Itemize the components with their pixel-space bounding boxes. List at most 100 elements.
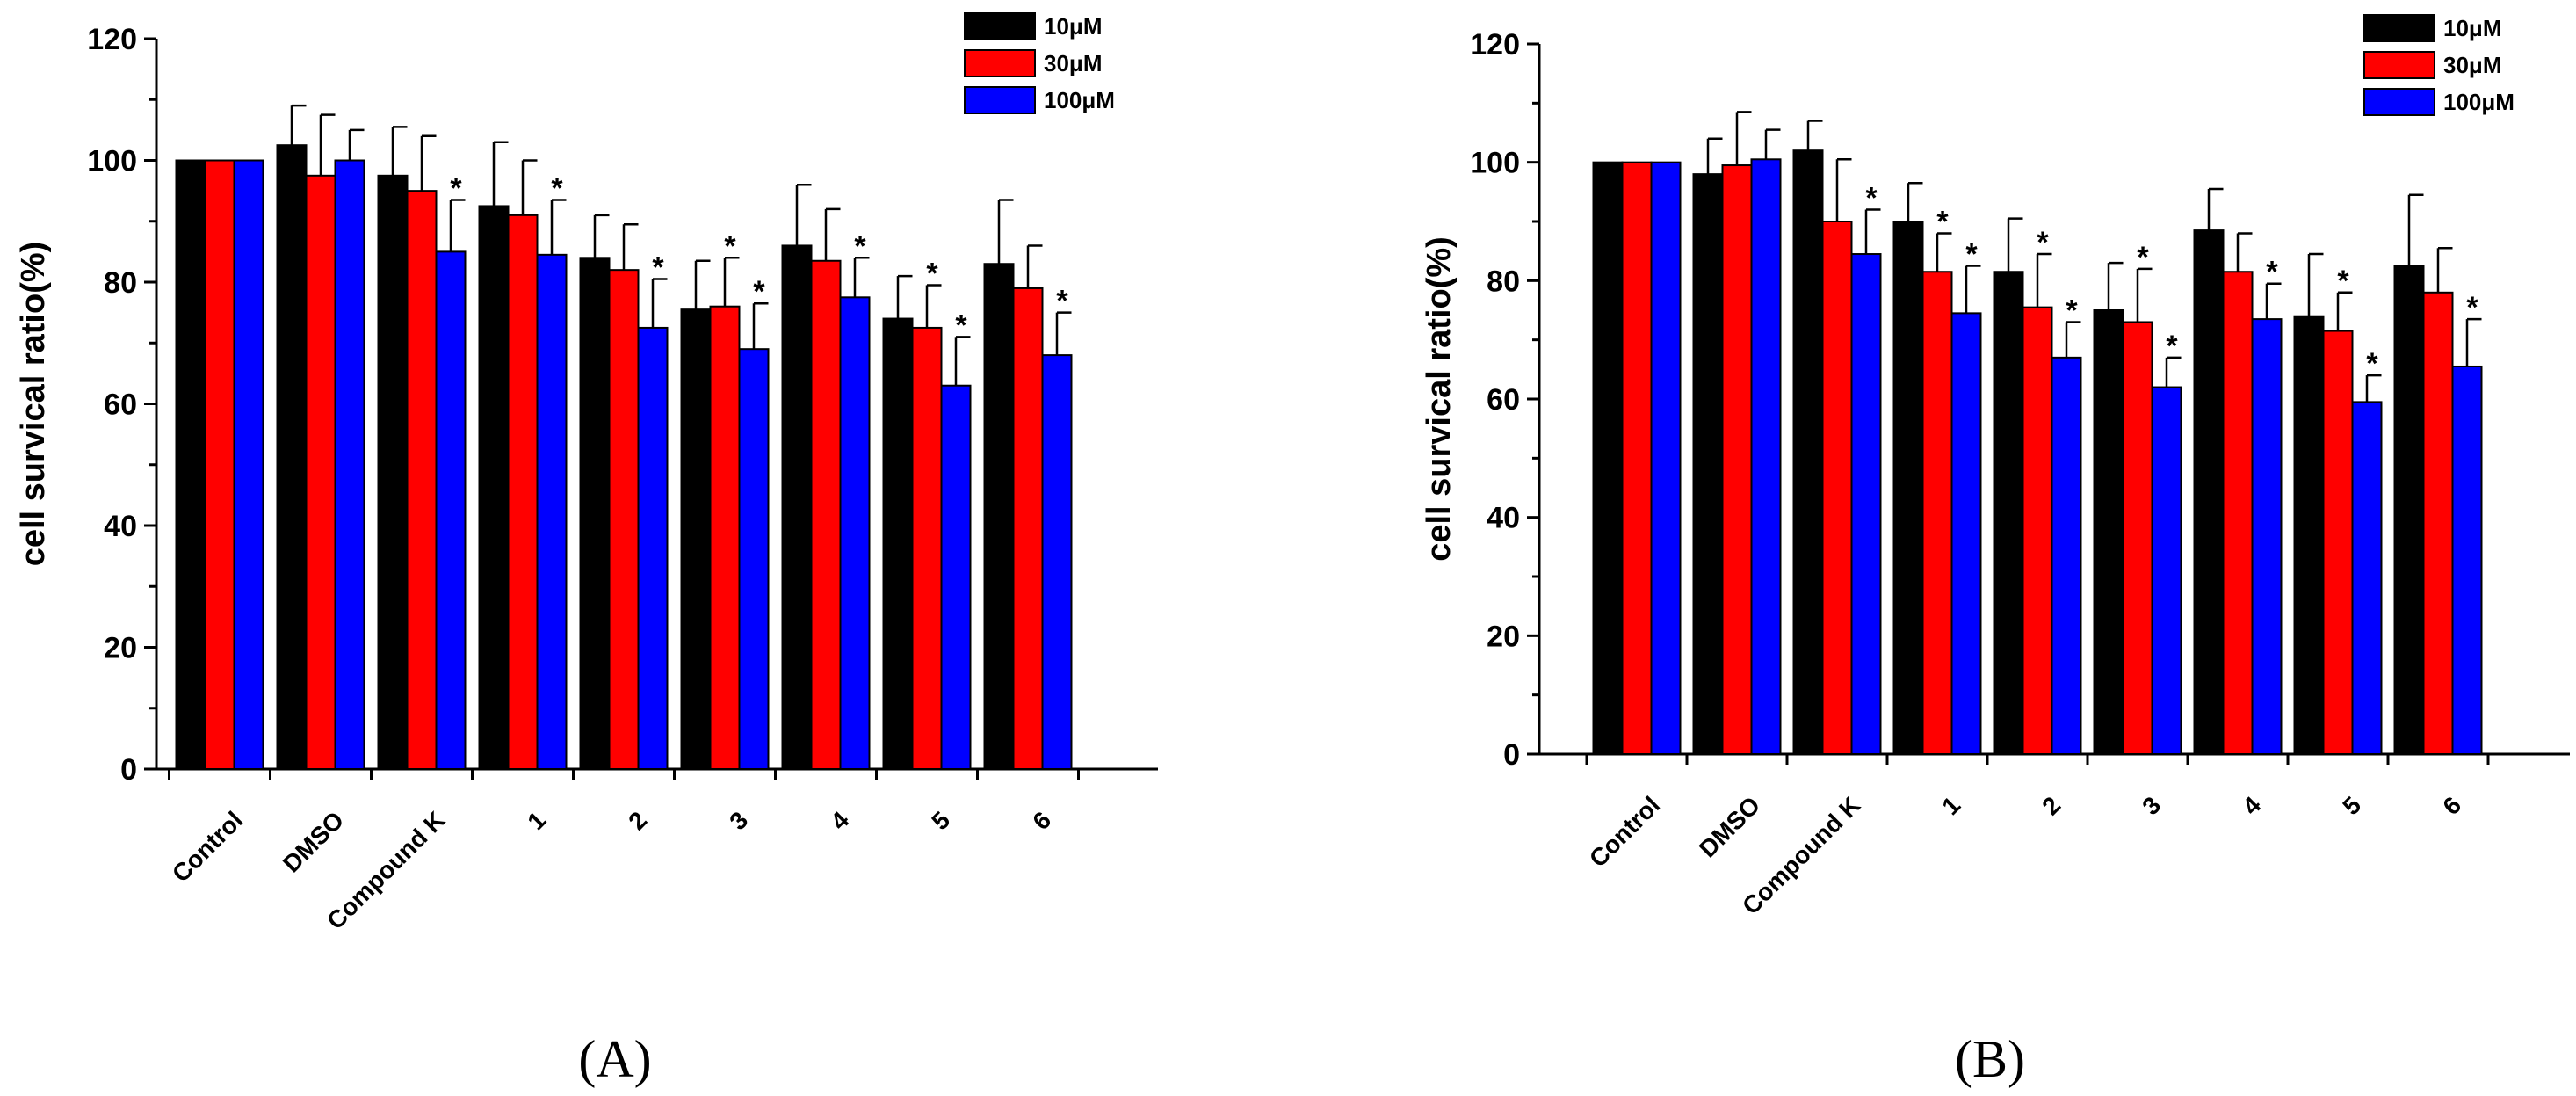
significance-star: * [2266, 256, 2278, 289]
bar-10μM-1 [478, 205, 510, 770]
bar-10μM-2 [1993, 271, 2024, 755]
bar-100μM-3 [2151, 386, 2182, 755]
x-tick-label: 2 [623, 806, 652, 835]
bar-30μM-Control [204, 159, 235, 770]
bar-100μM-DMSO [334, 159, 365, 770]
x-tick-label: 5 [2337, 791, 2366, 820]
bar-10μM-Compound K [1792, 149, 1824, 755]
bar-30μM-5 [911, 326, 943, 770]
legend-swatch-30μM [2363, 51, 2435, 79]
chart-panel-a: 0 20 40 60 80 100 120 cell survical ratio(%) Con… [15, 12, 1158, 1088]
bar-100μM-6 [2451, 365, 2483, 755]
bar-30μM-Control [1621, 161, 1653, 755]
bar-100μM-1 [536, 253, 568, 770]
significance-star: * [2137, 241, 2149, 274]
y-tick-label: 100 [87, 145, 137, 178]
bar-30μM-2 [608, 269, 640, 770]
y-tick-label: 60 [1487, 383, 1520, 417]
significance-star: * [2466, 291, 2478, 324]
significance-star: * [1936, 205, 1949, 238]
x-tick-label: 4 [2237, 791, 2266, 820]
legend-label: 10μM [2443, 15, 2502, 41]
x-tick-label: 2 [2037, 791, 2066, 820]
y-axis-title: cell survical ratio(%) [15, 242, 52, 567]
panel-label: (B) [1955, 1030, 2025, 1088]
bar-30μM-4 [2222, 271, 2254, 755]
significance-star: * [1056, 285, 1068, 318]
bar-10μM-DMSO [276, 144, 308, 770]
significance-star: * [955, 308, 967, 342]
bar-100μM-DMSO [1750, 158, 1782, 756]
bar-10μM-5 [882, 317, 914, 770]
x-tick-label: 6 [1027, 806, 1056, 835]
bar-30μM-2 [2022, 306, 2053, 755]
bar-100μM-5 [940, 384, 972, 770]
significance-star: * [926, 257, 938, 290]
bar-30μM-Compound K [406, 190, 438, 770]
y-tick-label: 0 [1503, 738, 1520, 772]
bar-100μM-Control [1650, 161, 1682, 755]
x-tick-label: 1 [1936, 791, 1965, 820]
bar-100μM-5 [2351, 401, 2383, 755]
legend-swatch-100μM [2363, 88, 2435, 116]
y-tick-label: 0 [120, 753, 137, 787]
x-tick-label: 3 [724, 806, 753, 835]
significance-star: * [652, 251, 664, 285]
chart-panel-b: 0 20 40 60 80 100 120 cell survical ratio(%) Con… [1421, 14, 2570, 1088]
y-tick-label: 120 [87, 23, 137, 56]
x-tick-label: Control [1584, 791, 1665, 872]
significance-star: * [2337, 265, 2349, 298]
bar-10μM-4 [781, 244, 813, 770]
significance-star: * [2066, 294, 2078, 327]
bar-10μM-2 [579, 257, 611, 770]
legend-label: 10μM [1044, 13, 1103, 40]
bar-10μM-6 [2393, 265, 2425, 755]
bar-100μM-Control [233, 159, 264, 770]
bar-100μM-2 [637, 326, 669, 770]
significance-star: * [551, 172, 563, 206]
bar-100μM-Compound K [435, 250, 467, 770]
bar-10μM-3 [2093, 309, 2124, 755]
significance-star: * [450, 172, 462, 206]
bar-10μM-6 [983, 263, 1015, 771]
bar-100μM-3 [738, 348, 770, 770]
x-tick-label: 6 [2437, 791, 2466, 820]
y-tick-label: 20 [1487, 620, 1520, 653]
significance-star: * [2166, 330, 2178, 363]
x-tick-label: 1 [522, 806, 551, 835]
bar-30μM-DMSO [1721, 164, 1753, 756]
legend-swatch-100μM [964, 86, 1036, 114]
significance-star: * [753, 275, 765, 308]
y-tick-label: 20 [104, 632, 137, 665]
bar-10μM-1 [1892, 221, 1924, 755]
significance-star: * [1965, 238, 1978, 272]
bar-30μM-1 [1921, 271, 1953, 755]
bar-10μM-5 [2293, 315, 2325, 755]
bar-10μM-Compound K [377, 174, 409, 770]
bar-100μM-1 [1950, 312, 1982, 755]
panel-label: (A) [578, 1030, 651, 1088]
y-tick-label: 60 [104, 388, 137, 422]
bar-100μM-Compound K [1850, 253, 1882, 755]
x-tick-label: DMSO [1694, 791, 1765, 862]
legend-swatch-30μM [964, 49, 1036, 77]
x-tick-label: 5 [926, 806, 955, 835]
bar-30μM-3 [709, 305, 741, 770]
bar-30μM-5 [2322, 330, 2354, 755]
bar-30μM-3 [2122, 321, 2153, 755]
y-tick-label: 40 [1487, 502, 1520, 535]
bar-30μM-DMSO [305, 174, 336, 770]
significance-star: * [2037, 226, 2049, 259]
bar-30μM-1 [507, 214, 539, 770]
x-tick-label: 4 [825, 806, 854, 835]
legend-swatch-10μM [964, 12, 1036, 40]
bar-10μM-DMSO [1692, 173, 1724, 755]
y-tick-label: 80 [104, 266, 137, 300]
legend-swatch-10μM [2363, 14, 2435, 42]
legend-label: 100μM [2443, 89, 2514, 115]
y-axis-title: cell survical ratio(%) [1421, 236, 1458, 562]
bar-100μM-6 [1041, 354, 1073, 770]
bar-10μM-3 [680, 308, 712, 771]
bar-30μM-Compound K [1821, 221, 1853, 755]
